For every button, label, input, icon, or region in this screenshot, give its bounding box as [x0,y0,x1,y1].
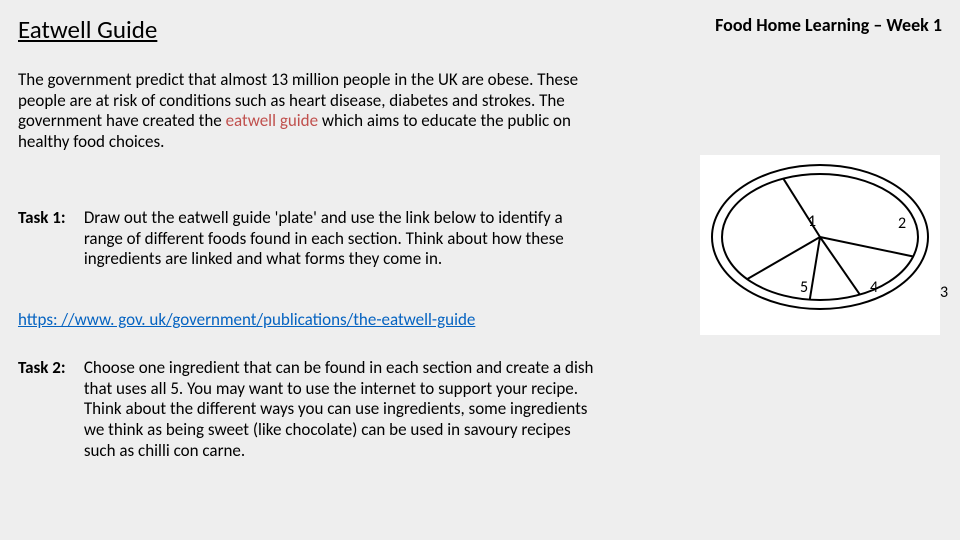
intro-highlight: eatwell guide [226,110,318,131]
task-1-body: Draw out the eatwell guide 'plate' and u… [84,208,594,270]
task-2-label: Task 2: [18,358,80,379]
plate-segment-label-5: 5 [800,278,808,297]
task-1-label: Task 1: [18,208,80,229]
link-row: https: //www. gov. uk/government/publica… [18,310,608,331]
page-title: Eatwell Guide [18,14,157,45]
plate-svg [700,155,940,320]
task-2: Task 2: Choose one ingredient that can b… [18,358,608,462]
eatwell-link[interactable]: https: //www. gov. uk/government/publica… [18,309,475,330]
task-1: Task 1: Draw out the eatwell guide 'plat… [18,208,608,270]
plate-diagram [700,155,940,335]
intro-paragraph: The government predict that almost 13 mi… [18,70,608,153]
plate-segment-label-4: 4 [870,278,878,297]
plate-segment-label-1: 1 [808,212,816,231]
plate-segment-label-3: 3 [940,283,948,302]
plate-segment-label-2: 2 [898,214,906,233]
task-2-body: Choose one ingredient that can be found … [84,358,594,462]
header-week: Food Home Learning – Week 1 [715,14,942,36]
